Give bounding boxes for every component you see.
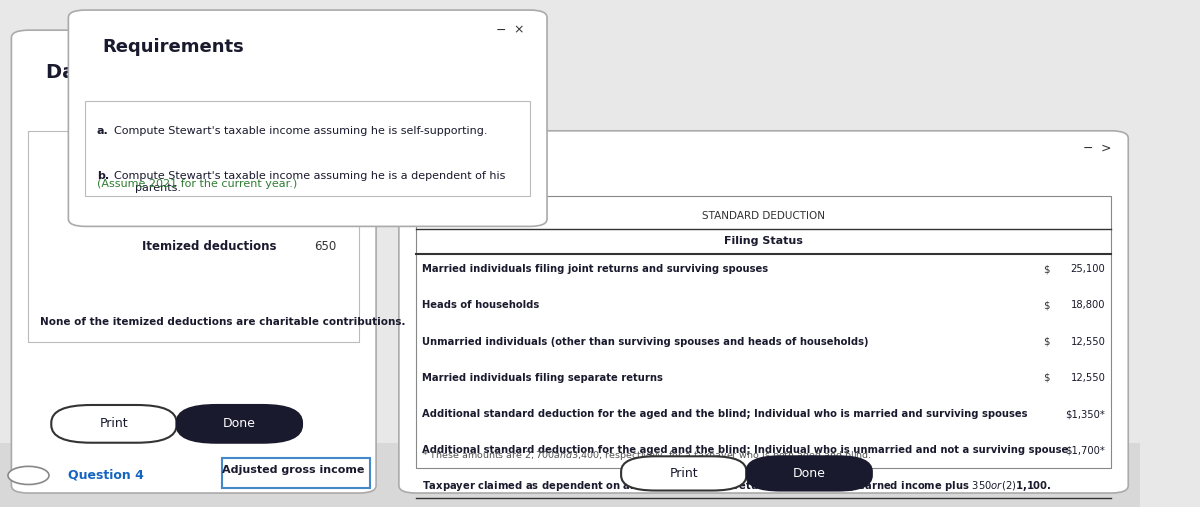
Circle shape: [8, 466, 49, 485]
FancyBboxPatch shape: [622, 456, 746, 490]
Text: 25,100: 25,100: [1070, 264, 1105, 274]
Text: 12,550: 12,550: [1070, 337, 1105, 347]
Text: Heads of households: Heads of households: [421, 300, 539, 310]
FancyBboxPatch shape: [222, 458, 371, 488]
Text: 18,800: 18,800: [1070, 300, 1105, 310]
Text: 12,550: 12,550: [1070, 373, 1105, 383]
FancyBboxPatch shape: [176, 405, 302, 443]
FancyBboxPatch shape: [746, 456, 872, 490]
FancyBboxPatch shape: [85, 100, 530, 196]
Text: Itemized deductions: Itemized deductions: [143, 240, 277, 253]
Text: Married individuals filing joint returns and surviving spouses: Married individuals filing joint returns…: [421, 264, 768, 274]
Text: Compute Stewart's taxable income assuming he is a dependent of his
      parents: Compute Stewart's taxable income assumin…: [114, 171, 505, 193]
Text: −: −: [496, 24, 506, 37]
Text: Requirements: Requirements: [102, 38, 245, 56]
Text: Taxable interest income: Taxable interest income: [143, 200, 301, 213]
FancyBboxPatch shape: [398, 131, 1128, 493]
Text: Wages: Wages: [143, 160, 186, 172]
FancyBboxPatch shape: [29, 131, 359, 342]
Text: −: −: [1084, 142, 1093, 155]
Text: None of the itemized deductions are charitable contributions.: None of the itemized deductions are char…: [40, 317, 406, 327]
Text: Done: Done: [793, 467, 826, 480]
Text: Print: Print: [670, 467, 698, 480]
Text: Data table: Data table: [46, 63, 161, 82]
Text: STANDARD DEDUCTION: STANDARD DEDUCTION: [702, 211, 826, 222]
Text: a.: a.: [97, 126, 109, 136]
Text: * These amounts are $2,700 and $3,400, respectively, for a taxpayer who is both : * These amounts are $2,700 and $3,400, r…: [421, 449, 871, 462]
Text: Question 4: Question 4: [68, 469, 144, 482]
Text: Taxpayer claimed as dependent on another taxpayer’s return: Greater of (1) earne: Taxpayer claimed as dependent on another…: [421, 480, 1051, 493]
Text: Compute Stewart's taxable income assuming he is self-supporting.: Compute Stewart's taxable income assumin…: [114, 126, 487, 136]
Text: $: $: [1043, 300, 1049, 310]
Text: $: $: [1043, 373, 1049, 383]
Text: −: −: [325, 41, 336, 54]
Text: Filing Status: Filing Status: [724, 236, 803, 246]
FancyBboxPatch shape: [11, 30, 376, 493]
Text: Married individuals filing separate returns: Married individuals filing separate retu…: [421, 373, 662, 383]
Text: b.: b.: [97, 171, 109, 181]
Text: Done: Done: [223, 417, 256, 430]
Text: ×: ×: [342, 41, 353, 54]
Text: 1,300: 1,300: [302, 200, 336, 213]
Text: Reference: Reference: [421, 161, 534, 180]
Text: 650: 650: [314, 240, 336, 253]
Text: (Assume 2021 for the current year.): (Assume 2021 for the current year.): [97, 178, 298, 189]
Text: Adjusted gross income: Adjusted gross income: [222, 465, 365, 476]
Text: ×: ×: [514, 24, 523, 37]
FancyBboxPatch shape: [0, 443, 1140, 507]
Text: $: $: [1043, 264, 1049, 274]
Text: Additional standard deduction for the aged and the blind; Individual who is marr: Additional standard deduction for the ag…: [421, 409, 1027, 419]
Text: Print: Print: [100, 417, 128, 430]
Text: $: $: [284, 160, 293, 172]
Text: $1,700*: $1,700*: [1066, 445, 1105, 455]
Text: Additional standard deduction for the aged and the blind; Individual who is unma: Additional standard deduction for the ag…: [421, 445, 1068, 455]
Text: Unmarried individuals (other than surviving spouses and heads of households): Unmarried individuals (other than surviv…: [421, 337, 868, 347]
Text: 6,200: 6,200: [302, 160, 336, 172]
Text: >: >: [1100, 142, 1111, 155]
FancyBboxPatch shape: [416, 196, 1111, 468]
FancyBboxPatch shape: [68, 10, 547, 227]
Text: $: $: [1043, 337, 1049, 347]
FancyBboxPatch shape: [52, 405, 176, 443]
Text: $1,350*: $1,350*: [1066, 409, 1105, 419]
